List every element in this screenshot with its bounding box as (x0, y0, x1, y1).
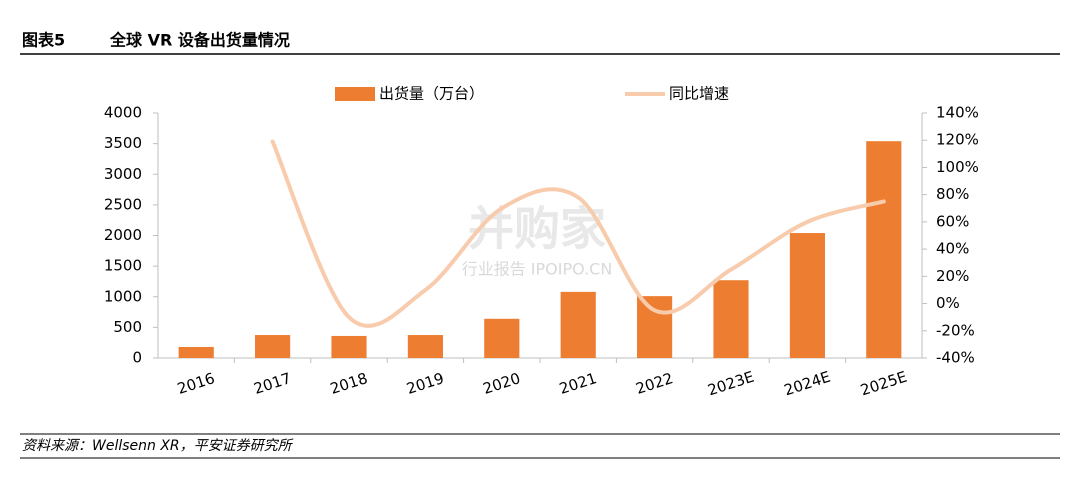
y2-tick-label: -40% (936, 349, 975, 367)
bar (484, 318, 520, 358)
y2-tick-label: 80% (936, 185, 969, 203)
y-tick-label: 3000 (104, 165, 142, 183)
bar (866, 141, 902, 358)
y2-tick-label: 100% (936, 158, 979, 176)
x-tick-label: 2017 (252, 369, 294, 398)
bar (331, 335, 367, 358)
x-tick-label: 2022 (634, 369, 676, 398)
y2-tick-label: 20% (936, 267, 969, 285)
legend-label: 出货量（万台） (379, 85, 484, 103)
bar (178, 346, 214, 358)
y-tick-label: 1000 (104, 287, 142, 305)
source-note: 资料来源：Wellsenn XR，平安证券研究所 (22, 438, 294, 454)
x-tick-label: 2024E (782, 368, 833, 400)
bar (407, 335, 443, 358)
bar (789, 233, 825, 358)
y-tick-label: 1500 (104, 257, 142, 275)
bar (255, 335, 291, 358)
y2-tick-label: 120% (936, 131, 979, 149)
figure-label: 图表5 (22, 31, 65, 50)
y-tick-label: 4000 (104, 104, 142, 122)
figure-title: 全球 VR 设备出货量情况 (109, 31, 290, 50)
y-tick-label: 500 (113, 318, 142, 336)
y-tick-label: 0 (132, 349, 142, 367)
y2-tick-label: 60% (936, 212, 969, 230)
legend-label: 同比增速 (669, 85, 729, 103)
y2-tick-label: 0% (936, 294, 960, 312)
x-tick-label: 2023E (705, 368, 756, 400)
y2-tick-label: 40% (936, 240, 969, 258)
bar (713, 280, 749, 358)
x-tick-label: 2019 (404, 369, 446, 398)
bar (560, 291, 596, 358)
y2-tick-label: 140% (936, 104, 979, 122)
y2-tick-label: -20% (936, 321, 975, 339)
line (270, 139, 886, 328)
y-tick-label: 3500 (104, 134, 142, 152)
legend-swatch (335, 87, 375, 101)
y-tick-label: 2000 (104, 226, 142, 244)
x-tick-label: 2021 (557, 369, 599, 398)
x-tick-label: 2025E (858, 368, 909, 400)
x-tick-label: 2016 (175, 369, 217, 398)
bar (637, 296, 673, 358)
x-tick-label: 2020 (481, 369, 523, 398)
y-tick-label: 2500 (104, 195, 142, 213)
watermark-logo: 并购家 (468, 202, 606, 256)
x-tick-label: 2018 (328, 369, 370, 398)
watermark-text: 行业报告 IPOIPO.CN (462, 260, 613, 279)
